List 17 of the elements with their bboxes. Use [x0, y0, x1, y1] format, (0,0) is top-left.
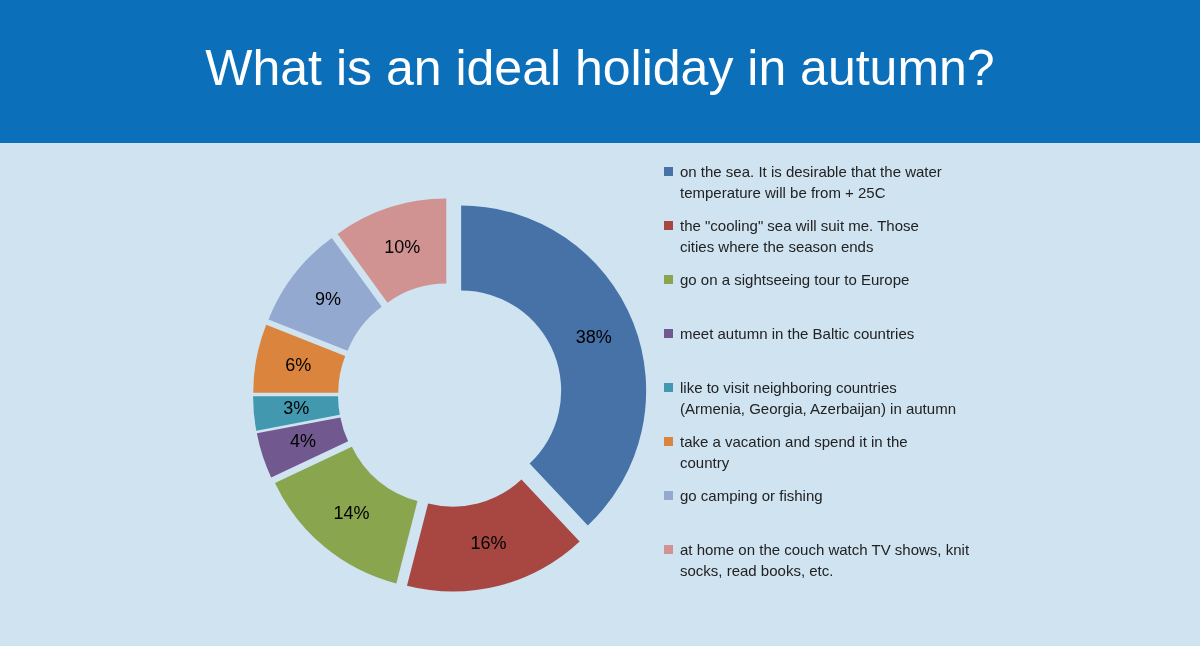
data-label: 6%: [285, 354, 312, 375]
legend-label: go camping or fishing: [680, 486, 823, 504]
data-label: 4%: [290, 431, 317, 452]
legend-label: like to visit neighboring countries (Armenia, Georgia, Azerbaijan) in autumn: [680, 378, 956, 417]
data-label: 3%: [283, 398, 310, 419]
legend-label: meet autumn in the Baltic countries: [680, 324, 915, 342]
legend-label: go on a sightseeing tour to Europe: [680, 270, 910, 288]
data-label: 9%: [314, 289, 341, 310]
legend-label: the "cooling" sea will suit me. Those cities where the season ends: [680, 216, 919, 255]
data-label: 10%: [384, 236, 421, 257]
data-label: 38%: [575, 326, 612, 347]
chart-title: What is an ideal holiday in autumn?: [205, 40, 995, 97]
legend-label: at home on the couch watch TV shows, knit socks, read books, etc.: [680, 540, 970, 579]
legend-label: take a vacation and spend it in the country: [680, 432, 908, 471]
data-label: 14%: [333, 502, 370, 523]
legend-label: on the sea. It is desirable that the water temperature will be from + 25C: [680, 162, 942, 201]
data-label: 16%: [470, 533, 507, 554]
